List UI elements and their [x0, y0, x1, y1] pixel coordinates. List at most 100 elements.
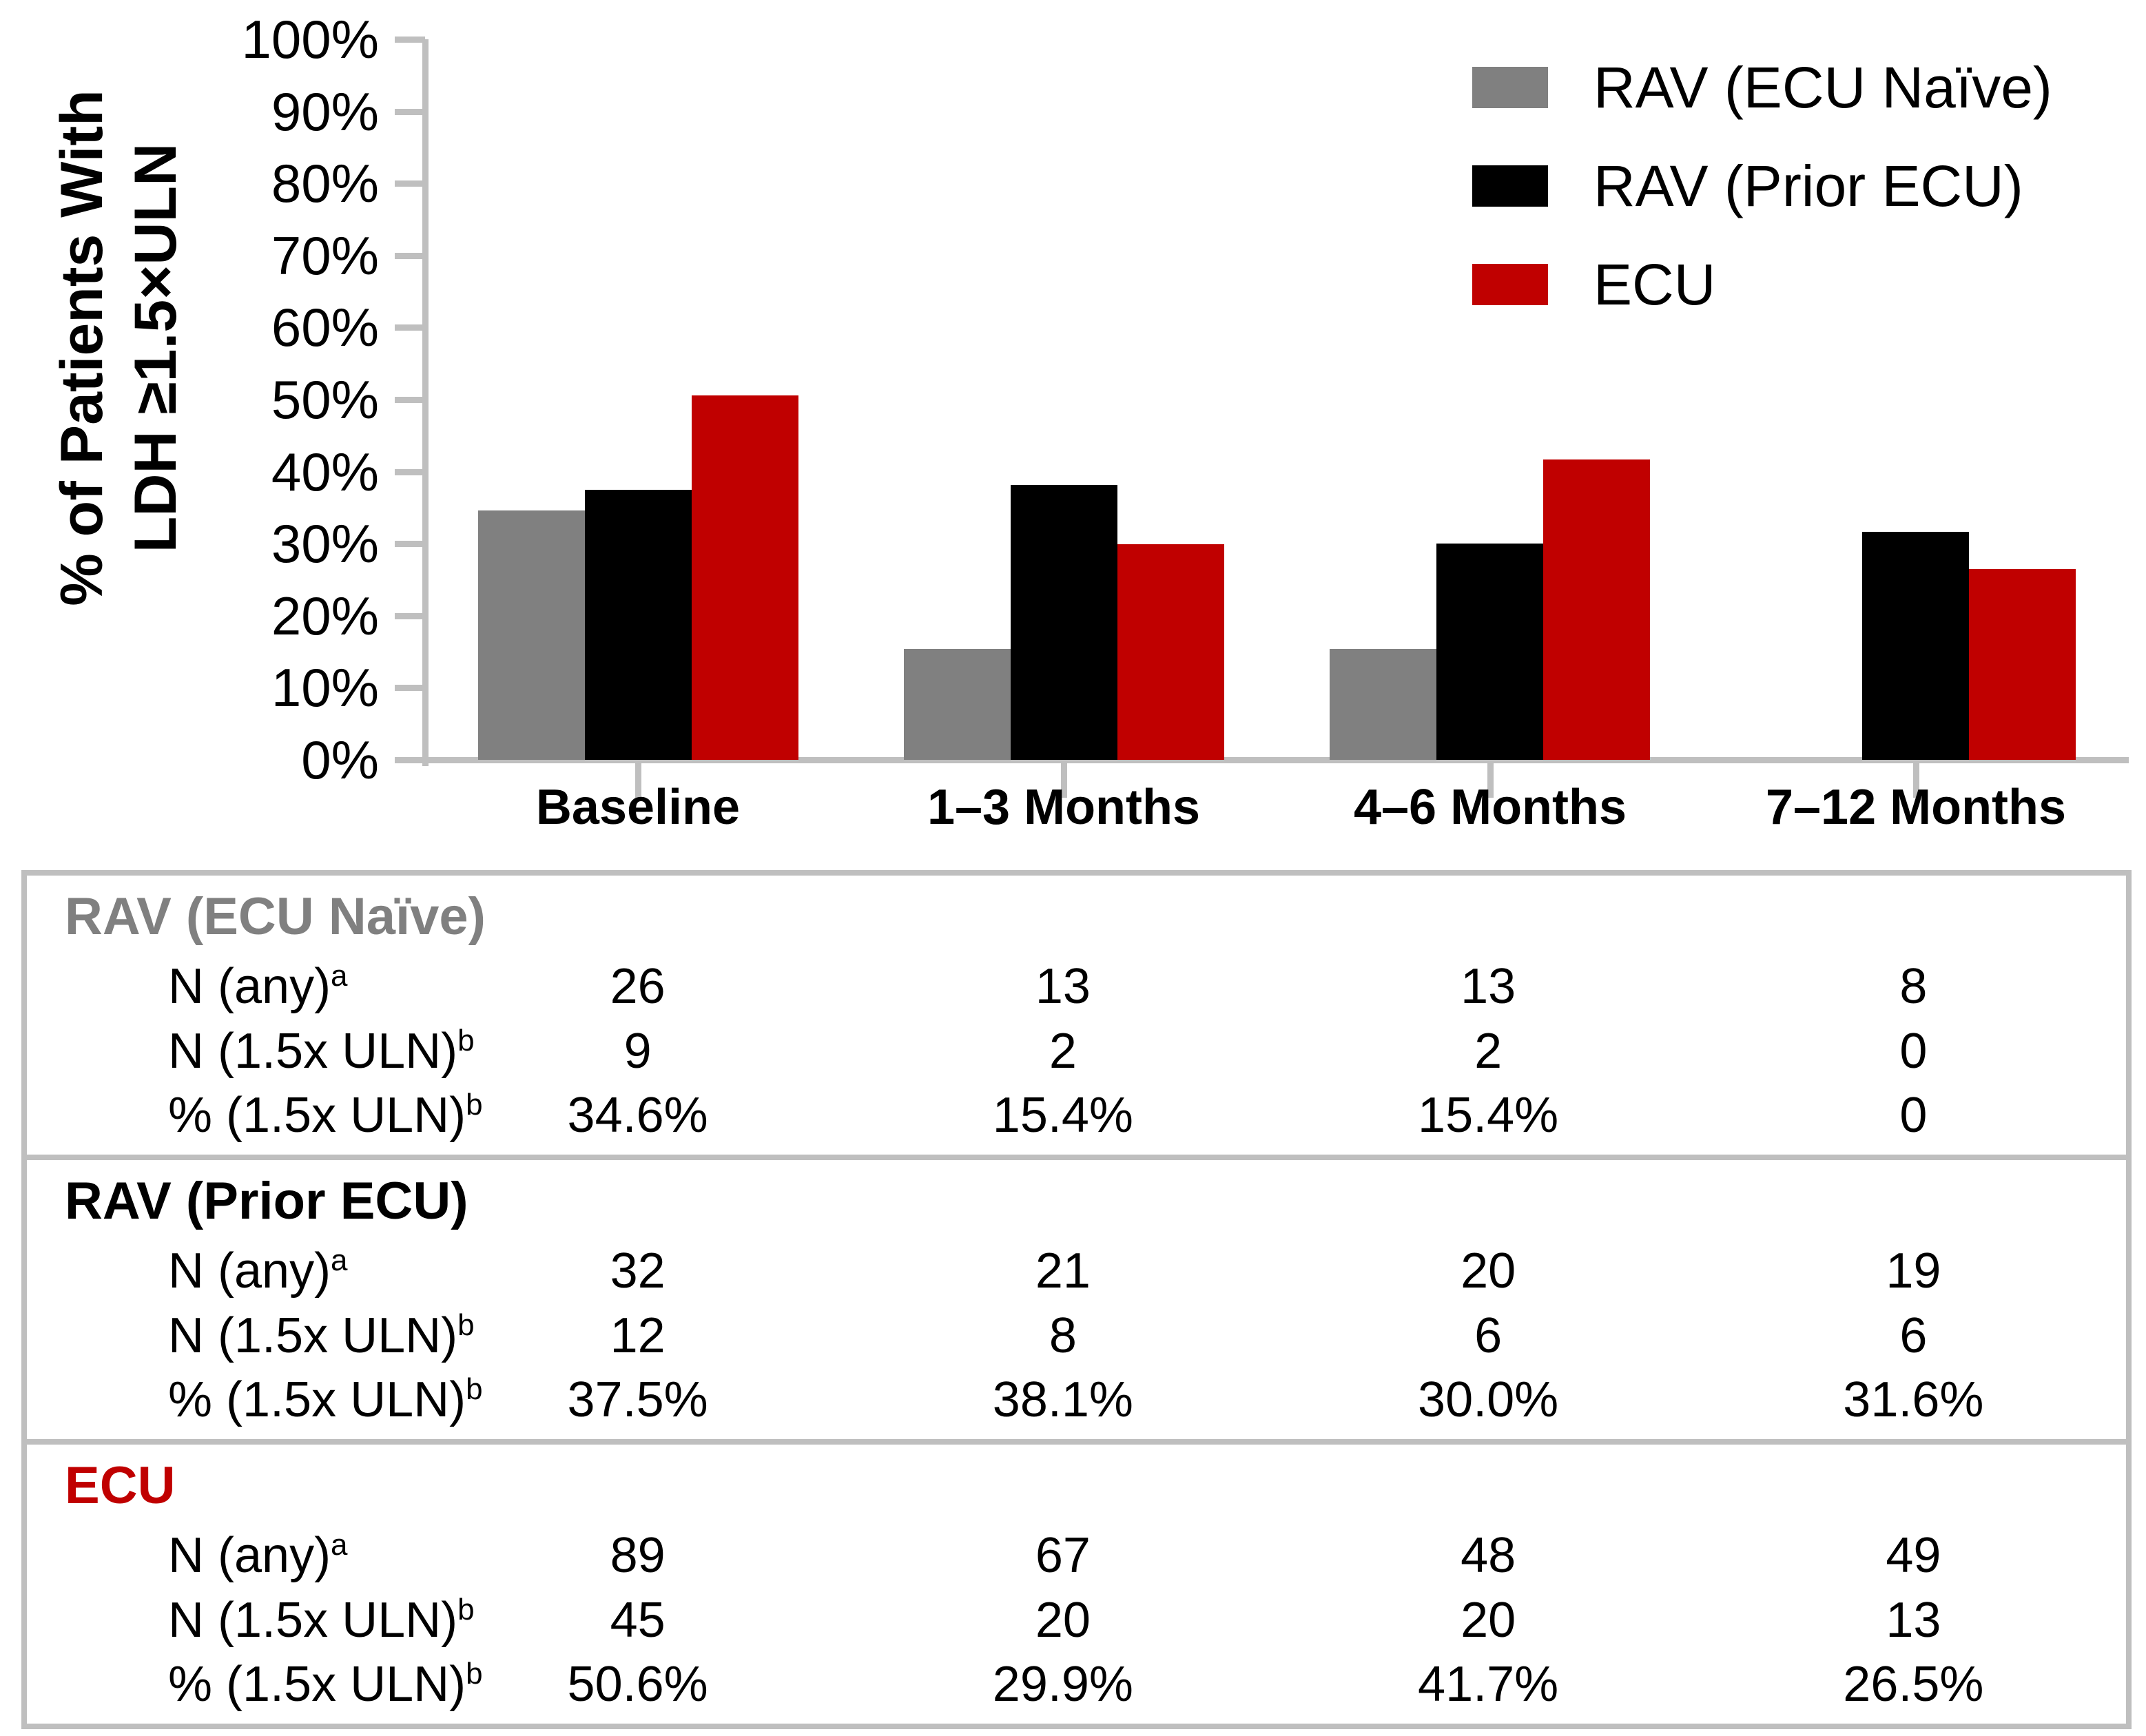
data-table: RAV (ECU Naïve) N (any)a 26 13 13 8 N (1.5x UL…	[21, 870, 2132, 1729]
table-cell-value: 9	[623, 1023, 652, 1079]
table-cell-value: 89	[610, 1527, 666, 1583]
superscript-a: a	[331, 1527, 348, 1562]
table-section-header: ECU	[65, 1456, 176, 1515]
legend-swatch	[1472, 67, 1548, 108]
table-cell-value: 8	[1049, 1308, 1077, 1363]
table-cell-value: 12	[610, 1308, 666, 1363]
bar-rav-ecu-na-ve--2	[904, 649, 1011, 760]
x-category-label: 7–12 Months	[1765, 780, 2067, 835]
table-cell-value: 34.6%	[567, 1088, 708, 1144]
table-row-label: % (1.5x ULN)b	[168, 1088, 483, 1144]
table-cell-value: 32	[610, 1243, 666, 1299]
table-row-label: N (any)a	[168, 1243, 348, 1299]
y-tick-mark	[395, 253, 425, 259]
superscript-b: b	[466, 1372, 483, 1407]
table-section: RAV (Prior ECU) N (any)a 32 21 20 19 N (1.5x U…	[27, 1155, 2126, 1439]
table-cell-value: 13	[1886, 1592, 1941, 1648]
legend-label: ECU	[1593, 252, 1716, 317]
y-tick-label: 60%	[271, 297, 379, 358]
table-cell-value: 29.9%	[992, 1657, 1133, 1713]
table-cell-value: 30.0%	[1418, 1372, 1559, 1428]
superscript-a: a	[331, 1243, 348, 1277]
superscript-a: a	[331, 958, 348, 993]
table-row: N (any)a 89 67 48 49	[27, 1523, 2126, 1588]
table-cell-value: 49	[1886, 1527, 1941, 1583]
x-category-label: 1–3 Months	[927, 780, 1201, 835]
bar-rav-prior-ecu--2	[1011, 485, 1117, 760]
legend-label: RAV (ECU Naïve)	[1593, 55, 2052, 120]
table-row-label: N (any)a	[168, 1527, 348, 1583]
table-cell-value: 41.7%	[1418, 1657, 1559, 1713]
table-cell-value: 48	[1461, 1527, 1516, 1583]
table-cell-value: 15.4%	[992, 1088, 1133, 1144]
bar-ecu-1	[692, 395, 798, 760]
table-cell-value: 13	[1035, 958, 1091, 1014]
y-tick-label: 20%	[271, 585, 379, 646]
table-cell-value: 20	[1461, 1243, 1516, 1299]
y-tick-label: 30%	[271, 513, 379, 575]
bar-ecu-2	[1117, 544, 1224, 760]
legend-swatch	[1472, 165, 1548, 207]
table-cell-value: 15.4%	[1418, 1088, 1559, 1144]
y-axis-line	[422, 39, 429, 766]
bar-rav-ecu-na-ve--1	[478, 510, 585, 760]
y-tick-mark	[395, 685, 425, 691]
bar-ecu-3	[1543, 459, 1650, 760]
table-section-header: RAV (Prior ECU)	[65, 1172, 468, 1230]
y-tick-mark	[395, 469, 425, 475]
y-tick-label: 40%	[271, 441, 379, 502]
x-tick-mark	[635, 760, 641, 798]
y-tick-label: 80%	[271, 153, 379, 214]
table-cell-value: 6	[1899, 1308, 1928, 1363]
table-cell-value: 0	[1899, 1023, 1928, 1079]
y-tick-label: 100%	[241, 9, 380, 70]
table-row-label: % (1.5x ULN)b	[168, 1657, 483, 1713]
bar-ecu-4	[1969, 569, 2076, 760]
table-cell-value: 2	[1049, 1023, 1077, 1079]
table-row: % (1.5x ULN)b 34.6% 15.4% 15.4% 0	[27, 1083, 2126, 1148]
y-tick-label: 10%	[271, 657, 379, 719]
table-row: N (any)a 26 13 13 8	[27, 954, 2126, 1019]
table-cell-value: 8	[1899, 958, 1928, 1014]
table-row: % (1.5x ULN)b 50.6% 29.9% 41.7% 26.5%	[27, 1652, 2126, 1717]
x-category-label: 4–6 Months	[1353, 780, 1627, 835]
table-cell-value: 21	[1035, 1243, 1091, 1299]
y-tick-label: 50%	[271, 369, 379, 430]
y-tick-mark	[395, 109, 425, 115]
superscript-b: b	[466, 1657, 483, 1691]
y-tick-label: 90%	[271, 81, 379, 142]
table-row: N (1.5x ULN)b 12 8 6 6	[27, 1303, 2126, 1368]
x-category-label: Baseline	[535, 780, 741, 835]
y-tick-mark	[395, 613, 425, 619]
table-row: N (1.5x ULN)b 9 2 2 0	[27, 1019, 2126, 1084]
table-cell-value: 13	[1461, 958, 1516, 1014]
y-tick-mark	[395, 757, 425, 763]
table-cell-value: 26.5%	[1843, 1657, 1984, 1713]
table-section: ECU N (any)a 89 67 48 49 N (1.5x ULN)b 45 20 20 13…	[27, 1439, 2126, 1724]
x-tick-mark	[1913, 760, 1919, 798]
y-tick-label: 70%	[271, 225, 379, 286]
y-tick-mark	[395, 180, 425, 187]
table-cell-value: 20	[1461, 1592, 1516, 1648]
superscript-b: b	[466, 1088, 483, 1122]
superscript-b: b	[457, 1592, 475, 1626]
y-tick-mark	[395, 324, 425, 331]
table-cell-value: 19	[1886, 1243, 1941, 1299]
table-cell-value: 31.6%	[1843, 1372, 1984, 1428]
table-row-label: % (1.5x ULN)b	[168, 1372, 483, 1428]
table-row-label: N (1.5x ULN)b	[168, 1308, 475, 1363]
bar-rav-ecu-na-ve--3	[1330, 649, 1436, 760]
y-tick-label: 0%	[301, 730, 379, 790]
table-row: % (1.5x ULN)b 37.5% 38.1% 30.0% 31.6%	[27, 1367, 2126, 1432]
table-row-label: N (any)a	[168, 958, 348, 1014]
superscript-b: b	[457, 1023, 475, 1057]
table-cell-value: 38.1%	[992, 1372, 1133, 1428]
y-tick-mark	[395, 37, 425, 43]
bar-rav-prior-ecu--3	[1436, 544, 1543, 760]
table-row-label: N (1.5x ULN)b	[168, 1592, 475, 1648]
table-cell-value: 45	[610, 1592, 666, 1648]
y-tick-mark	[395, 541, 425, 547]
table-row-label: N (1.5x ULN)b	[168, 1023, 475, 1079]
x-axis-line	[425, 757, 2129, 763]
